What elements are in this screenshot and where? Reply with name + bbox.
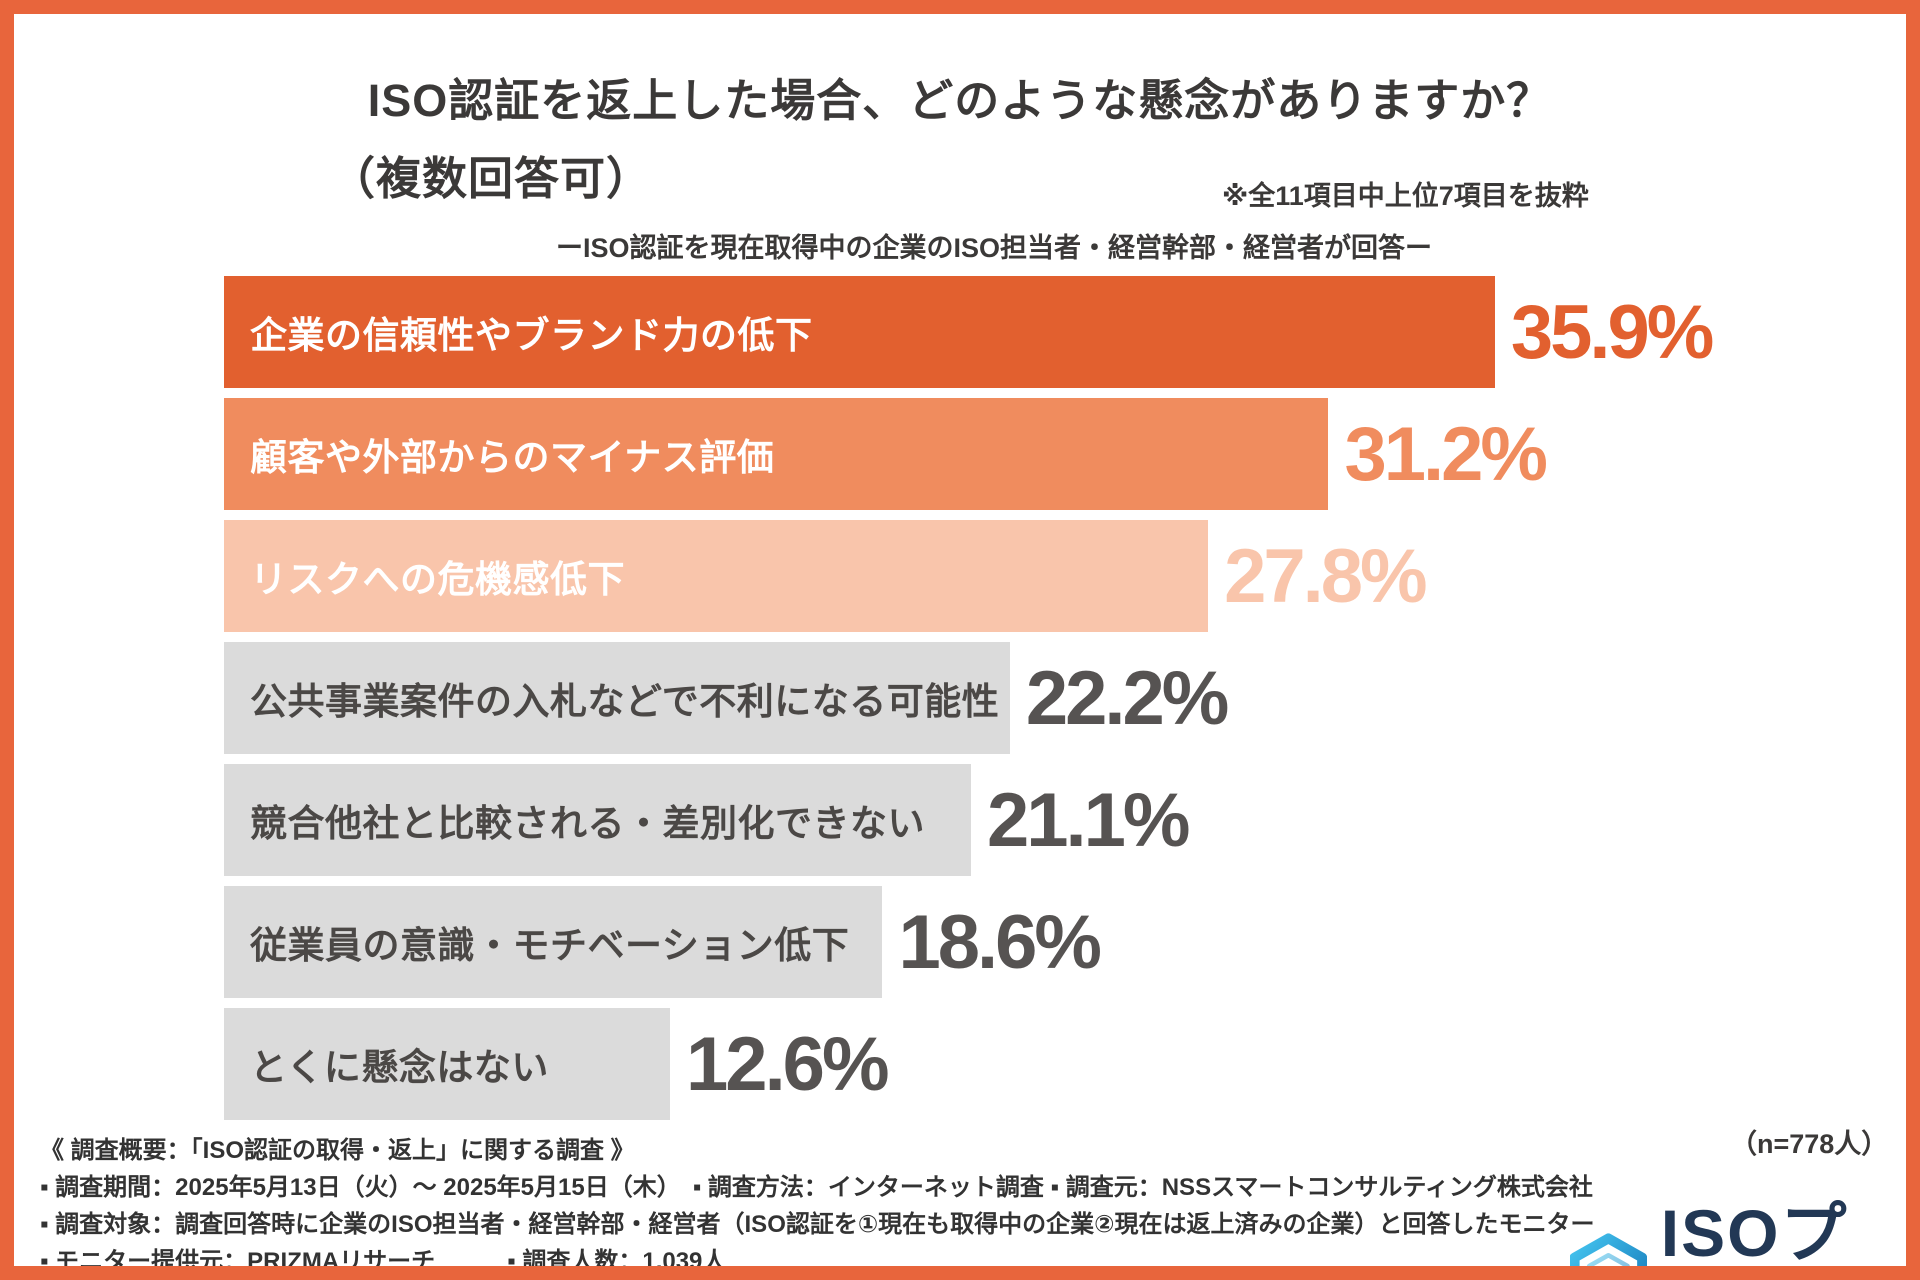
bar-row: 企業の信頼性やブランド力の低下 35.9% (224, 276, 1714, 388)
bar-label: 公共事業案件の入札などで不利になる可能性 (250, 681, 1000, 722)
bar: 企業の信頼性やブランド力の低下 (224, 276, 1495, 388)
hexagon-logo-icon (1570, 1233, 1647, 1266)
bar-row: 公共事業案件の入札などで不利になる可能性 22.2% (224, 642, 1711, 754)
bar-row: 従業員の意識・モチベーション低下 18.6% (224, 886, 1711, 998)
bar-row: リスクへの危機感低下 27.8% (224, 520, 1711, 632)
iso-pro-logo: ISOプロ (1570, 1180, 1906, 1270)
bar-value: 18.6% (898, 899, 1101, 985)
bar-chart: 企業の信頼性やブランド力の低下 35.9% 顧客や外部からのマイナス評価 31.2% リ… (224, 276, 1714, 1130)
bar-label: 従業員の意識・モチベーション低下 (250, 925, 850, 966)
bar-value: 12.6% (686, 1021, 889, 1107)
bar: とくに懸念はない (224, 1008, 671, 1120)
sample-size-label: （n=778人） (1730, 1129, 1889, 1159)
survey-line-target: ▪ 調査対象：調査回答時に企業のISO担当者・経営幹部・経営者（ISO認証を①現… (40, 1211, 1595, 1238)
bar-label: リスクへの危機感低下 (250, 559, 625, 600)
bar: リスクへの危機感低下 (224, 520, 1209, 632)
bar-label: 顧客や外部からのマイナス評価 (250, 437, 775, 478)
survey-heading: 《 調査概要：「ISO認証の取得・返上」に関する調査 》 (40, 1137, 635, 1164)
bar-row: とくに懸念はない 12.6% (224, 1008, 1711, 1120)
bar-value: 22.2% (1025, 655, 1229, 741)
page-title-sub: （複数回答可） (330, 153, 653, 204)
bar-value: 27.8% (1224, 533, 1427, 619)
bar: 競合他社と比較される・差別化できない (224, 764, 971, 876)
bar-value: 21.1% (986, 777, 1190, 863)
bar-value: 35.9% (1510, 289, 1714, 375)
page-title: ISO認証を返上した場合、どのような懸念がありますか？ (367, 75, 1553, 126)
bar-label: 企業の信頼性やブランド力の低下 (250, 315, 813, 356)
bar-value: 31.2% (1344, 411, 1547, 497)
survey-line-monitor-count: ▪ モニター提供元：PRIZMAリサーチ ▪ 調査人数：1,039人 (40, 1248, 727, 1275)
respondent-subtitle: ーISO認証を現在取得中の企業のISO担当者・経営幹部・経営者が回答ー (555, 233, 1433, 263)
bar: 顧客や外部からのマイナス評価 (224, 398, 1329, 510)
survey-overview: 《 調査概要：「ISO認証の取得・返上」に関する調査 》 ▪ 調査期間：2025… (40, 1132, 1595, 1275)
bar-label: 競合他社と比較される・差別化できない (250, 803, 925, 844)
logo-wordmark: ISOプロ (1660, 1196, 1849, 1270)
selection-note: ※全11項目中上位7項目を抜粋 (1222, 181, 1589, 211)
bar-row: 競合他社と比較される・差別化できない 21.1% (224, 764, 1711, 876)
bar: 従業員の意識・モチベーション低下 (224, 886, 883, 998)
bar: 公共事業案件の入札などで不利になる可能性 (224, 642, 1010, 754)
bar-label: とくに懸念はない (250, 1047, 549, 1088)
bar-row: 顧客や外部からのマイナス評価 31.2% (224, 398, 1711, 510)
survey-line-period-method: ▪ 調査期間：2025年5月13日（火）〜 2025年5月15日（木） ▪ 調査… (40, 1174, 1593, 1201)
